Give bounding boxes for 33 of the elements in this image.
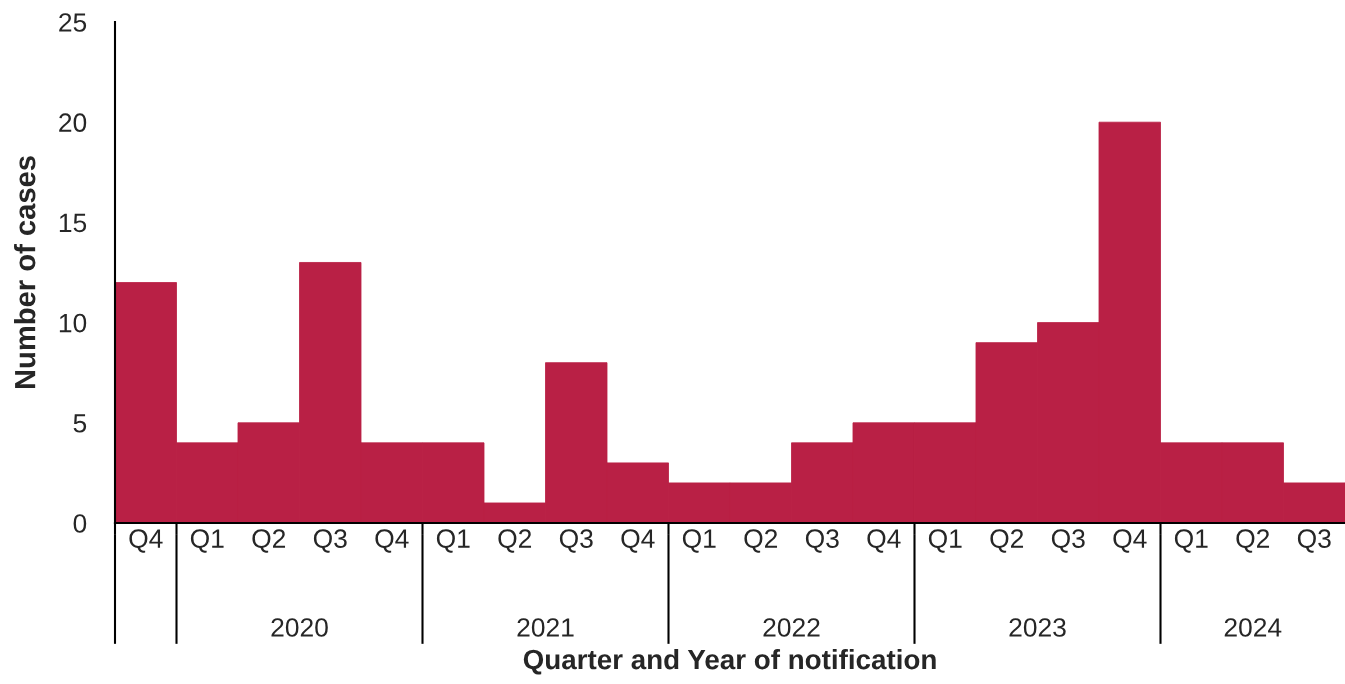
x-tick-label: Q2	[1236, 529, 1270, 553]
x-tick-label: Q4	[375, 529, 409, 553]
x-tick-label: Q1	[928, 529, 962, 553]
x-tick-label: Q3	[313, 529, 347, 553]
x2-tick-label: 2020	[271, 618, 328, 637]
x-tick-label: Q1	[1174, 529, 1208, 553]
x-tick-label: Q4	[621, 529, 655, 553]
y-axis-title: Number of cases	[14, 156, 36, 389]
x-tick-label: Q2	[498, 529, 532, 553]
x-tick-label: Q2	[744, 529, 778, 553]
x-tick-label: Q3	[559, 529, 593, 553]
x-tick-label: Q2	[252, 529, 286, 553]
y-tick-label: 15	[59, 213, 87, 233]
x2-tick-label: 2023	[1009, 618, 1066, 637]
y-tick-label: 25	[59, 13, 87, 32]
y-tick-label: 0	[73, 514, 87, 533]
x2-tick-label: 2024	[1224, 618, 1282, 637]
x-tick-label: Q1	[190, 529, 224, 553]
x-tick-label: Q3	[805, 529, 839, 553]
x-axis-title: Quarter and Year of notification	[523, 648, 936, 675]
x-tick-label: Q1	[436, 529, 470, 553]
y-tick-label: 5	[73, 414, 87, 433]
x-tick-label: Q3	[1297, 529, 1331, 553]
x-tick-label: Q1	[682, 529, 716, 553]
x2-tick-label: 2021	[517, 618, 574, 637]
y-tick-label: 10	[59, 313, 87, 333]
x-tick-label: Q2	[990, 529, 1024, 553]
x-tick-label: Q4	[129, 529, 163, 553]
x-tick-label: Q3	[1051, 529, 1085, 553]
x-tick-label: Q4	[867, 529, 901, 553]
y-tick-label: 20	[59, 113, 87, 133]
x-tick-label: Q4	[1113, 529, 1147, 553]
x2-tick-label: 2022	[763, 618, 820, 637]
